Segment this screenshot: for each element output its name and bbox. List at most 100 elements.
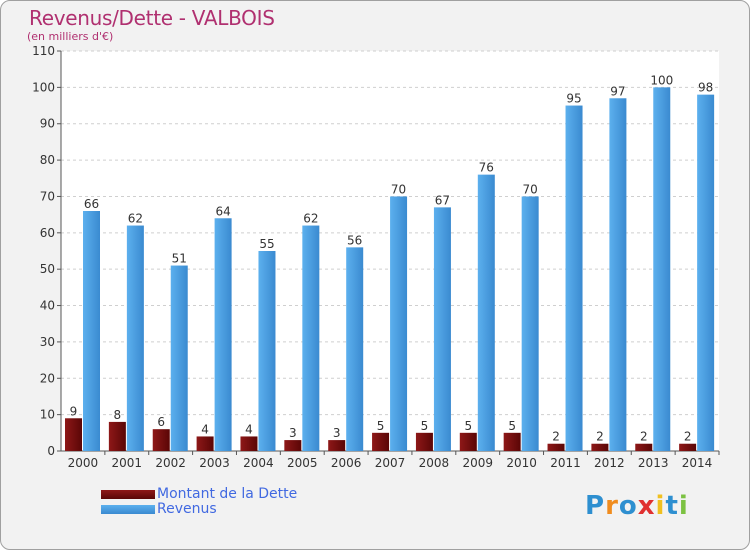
x-tick-label: 2004 — [243, 456, 274, 470]
data-label-debt: 9 — [70, 404, 78, 418]
legend-label-debt: Montant de la Dette — [157, 486, 298, 502]
x-tick-label: 2012 — [594, 456, 625, 470]
data-label-revenue: 98 — [698, 81, 713, 95]
bar-revenue — [83, 211, 100, 451]
bar-revenue — [521, 196, 539, 451]
y-tick-label: 110 — [32, 44, 55, 58]
logo-letter: x — [637, 491, 656, 521]
bar-debt — [415, 432, 433, 451]
proxiti-logo: Proxiti — [585, 491, 689, 521]
data-label-revenue: 56 — [347, 233, 362, 247]
bar-debt — [503, 432, 521, 451]
bar-revenue — [653, 87, 671, 451]
data-label-debt: 4 — [201, 422, 209, 436]
bar-debt — [328, 440, 346, 451]
data-label-debt: 8 — [114, 408, 122, 422]
data-label-debt: 3 — [289, 426, 297, 440]
bar-debt — [679, 443, 697, 451]
data-label-debt: 3 — [333, 426, 341, 440]
y-tick-label: 20 — [40, 371, 55, 385]
bar-revenue — [697, 94, 715, 452]
data-label-debt: 5 — [377, 419, 385, 433]
chart-subtitle: (en milliers d'€) — [27, 30, 114, 43]
bar-debt — [65, 418, 82, 451]
y-tick-label: 90 — [40, 117, 55, 131]
x-tick-label: 2013 — [638, 456, 669, 470]
logo-letter: i — [678, 491, 689, 521]
y-tick-label: 60 — [40, 226, 55, 240]
data-label-debt: 2 — [552, 430, 560, 444]
logo-letter: i — [655, 491, 666, 521]
x-tick-label: 2002 — [155, 456, 186, 470]
data-label-debt: 5 — [464, 419, 472, 433]
y-tick-label: 80 — [40, 153, 55, 167]
data-label-revenue: 70 — [391, 182, 406, 196]
bar-revenue — [390, 196, 408, 451]
bar-revenue — [477, 174, 495, 452]
x-tick-label: 2014 — [682, 456, 713, 470]
bar-debt — [372, 432, 390, 451]
data-label-debt: 2 — [640, 430, 648, 444]
data-label-revenue: 100 — [650, 73, 673, 87]
legend-swatch-debt — [101, 490, 155, 499]
x-tick-label: 2007 — [375, 456, 406, 470]
x-tick-label: 2005 — [287, 456, 318, 470]
y-tick-label: 70 — [40, 189, 55, 203]
x-tick-label: 2001 — [112, 456, 143, 470]
data-label-debt: 4 — [245, 422, 253, 436]
bar-revenue — [258, 251, 276, 451]
bar-revenue — [126, 225, 144, 451]
data-label-debt: 6 — [157, 415, 165, 429]
logo-letter: P — [585, 491, 606, 521]
bar-revenue — [433, 207, 451, 451]
data-label-revenue: 76 — [479, 161, 494, 175]
chart-title: Revenus/Dette - VALBOIS — [29, 6, 275, 30]
plot-area — [61, 51, 719, 451]
y-tick-label: 40 — [40, 299, 55, 313]
data-label-debt: 5 — [508, 419, 516, 433]
data-label-revenue: 67 — [435, 193, 450, 207]
bar-revenue — [346, 247, 364, 451]
data-label-debt: 2 — [684, 430, 692, 444]
bar-debt — [108, 421, 126, 451]
bar-revenue — [609, 98, 627, 451]
bar-debt — [196, 436, 214, 451]
logo-letter: o — [618, 491, 638, 521]
legend-swatch-revenue — [101, 505, 155, 514]
x-tick-label: 2011 — [550, 456, 581, 470]
x-tick-label: 2003 — [199, 456, 230, 470]
data-label-revenue: 55 — [259, 237, 274, 251]
bar-debt — [240, 436, 258, 451]
x-tick-label: 2009 — [462, 456, 493, 470]
data-label-revenue: 62 — [128, 212, 143, 226]
bar-debt — [284, 440, 302, 451]
bar-debt — [152, 429, 170, 451]
y-tick-label: 0 — [47, 444, 55, 458]
data-label-revenue: 64 — [215, 204, 230, 218]
y-tick-label: 100 — [32, 80, 55, 94]
x-tick-label: 2010 — [506, 456, 537, 470]
data-label-revenue: 51 — [172, 252, 187, 266]
logo-letter: r — [605, 491, 619, 521]
data-label-revenue: 62 — [303, 212, 318, 226]
x-tick-label: 2006 — [331, 456, 362, 470]
logo-letter: t — [665, 491, 679, 521]
bar-revenue — [302, 225, 320, 451]
legend-label-revenue: Revenus — [157, 501, 217, 517]
data-label-debt: 2 — [596, 430, 604, 444]
data-label-debt: 5 — [421, 419, 429, 433]
bar-revenue — [565, 105, 583, 451]
bar-debt — [547, 443, 565, 451]
data-label-revenue: 70 — [523, 182, 538, 196]
x-tick-label: 2008 — [419, 456, 450, 470]
data-label-revenue: 66 — [84, 197, 99, 211]
bar-debt — [459, 432, 477, 451]
y-tick-label: 10 — [40, 408, 55, 422]
bar-debt — [635, 443, 653, 451]
y-tick-label: 30 — [40, 335, 55, 349]
bar-debt — [591, 443, 609, 451]
x-tick-label: 2000 — [68, 456, 99, 470]
bar-revenue — [214, 218, 232, 451]
